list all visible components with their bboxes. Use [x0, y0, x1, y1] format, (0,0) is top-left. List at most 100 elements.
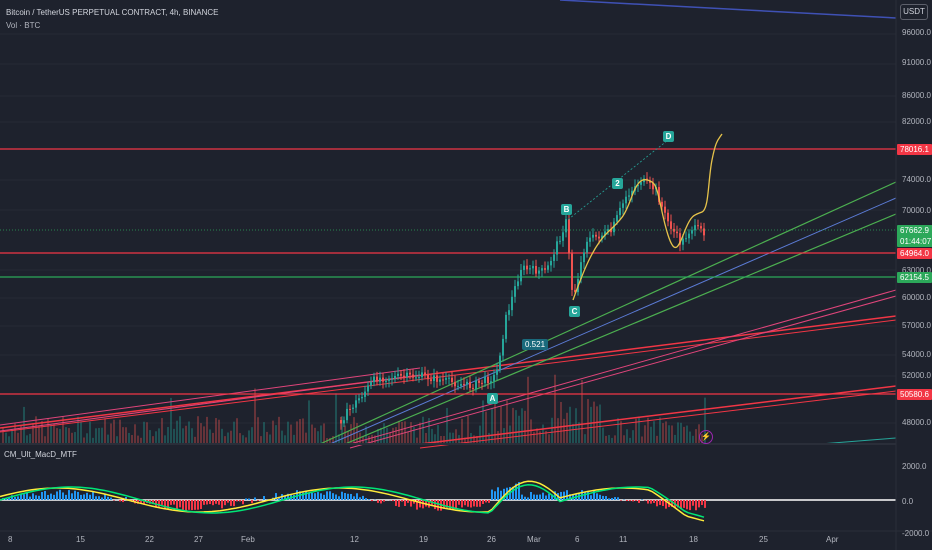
volume-bar: [62, 416, 64, 444]
candle-body: [355, 400, 357, 408]
volume-bar: [638, 416, 640, 444]
histogram-bar: [344, 493, 346, 500]
histogram-bar: [194, 500, 196, 510]
histogram-bar: [530, 492, 532, 500]
volume-bar: [407, 431, 409, 444]
indicator-axis-label: -2000.0: [902, 529, 930, 538]
volume-bar: [446, 407, 448, 444]
volume-bar: [422, 416, 424, 444]
volume-bar: [578, 422, 580, 444]
volume-bar: [503, 428, 505, 444]
volume-bar: [155, 431, 157, 444]
candle-body: [532, 266, 534, 269]
volume-bar: [548, 434, 550, 444]
candle-body: [664, 206, 666, 213]
price-label: 70000.0: [902, 206, 931, 215]
histogram-bar: [680, 500, 682, 510]
indicator-title[interactable]: CM_Ult_MacD_MTF: [4, 450, 77, 459]
candle-body: [589, 237, 591, 242]
wave-label-2[interactable]: 2: [612, 178, 623, 189]
lightning-icon[interactable]: ⚡: [699, 430, 713, 444]
volume-bar: [125, 427, 127, 444]
wave-label-c[interactable]: C: [569, 306, 580, 317]
volume-bar: [158, 428, 160, 444]
volume-bar: [41, 420, 43, 444]
volume-bar: [245, 437, 247, 444]
volume-bar: [575, 408, 577, 444]
candle-body: [631, 190, 633, 196]
histogram-bar: [533, 494, 535, 500]
histogram-bar: [434, 500, 436, 510]
candle-body: [433, 375, 435, 382]
volume-bar: [233, 421, 235, 444]
histogram-bar: [8, 497, 10, 500]
volume-bar: [215, 418, 217, 444]
volume-bar: [113, 419, 115, 444]
histogram-bar: [236, 500, 238, 502]
volume-bar: [401, 421, 403, 444]
candle-body: [487, 376, 489, 384]
fib-ratio-label[interactable]: 0.521: [522, 339, 549, 350]
candle-body: [505, 314, 507, 339]
volume-bar: [566, 412, 568, 444]
histogram-bar: [467, 500, 469, 507]
candle-body: [667, 212, 669, 222]
volume-bar: [551, 417, 553, 444]
candle-body: [451, 377, 453, 383]
volume-bar: [92, 437, 94, 444]
candle-body: [484, 376, 486, 384]
wave-label-d[interactable]: D: [663, 131, 674, 142]
volume-bar: [620, 421, 622, 444]
histogram-bar: [569, 494, 571, 500]
volume-bar: [269, 434, 271, 444]
wave-label-b[interactable]: B: [561, 204, 572, 215]
volume-bar: [302, 418, 304, 444]
histogram-bar: [338, 496, 340, 500]
volume-bar: [143, 421, 145, 444]
histogram-bar: [704, 500, 706, 508]
histogram-bar: [686, 500, 688, 510]
volume-bar: [674, 434, 676, 444]
histogram-bar: [110, 497, 112, 500]
volume-bar: [122, 427, 124, 444]
volume-bar: [251, 427, 253, 444]
candle-body: [469, 381, 471, 388]
volume-bar: [11, 428, 13, 444]
volume-bar: [530, 419, 532, 444]
histogram-bar: [158, 500, 160, 507]
histogram-bar: [50, 493, 52, 500]
volume-bar: [491, 407, 493, 444]
symbol-legend: Bitcoin / TetherUS PERPETUAL CONTRACT, 4…: [6, 6, 219, 32]
volume-bar: [131, 434, 133, 444]
volume-bar: [212, 432, 214, 444]
candle-body: [457, 385, 459, 387]
volume-bar: [116, 436, 118, 444]
candle-body: [517, 281, 519, 287]
volume-bar: [50, 424, 52, 444]
indicator-axis-label: 2000.0: [902, 462, 927, 471]
histogram-bar: [17, 496, 19, 500]
histogram-bar: [359, 497, 361, 500]
candle-body: [697, 225, 699, 227]
volume-bar: [704, 397, 706, 444]
volume-bar: [428, 418, 430, 444]
volume-bar: [479, 425, 481, 444]
histogram-bar: [545, 495, 547, 500]
histogram-bar: [608, 498, 610, 500]
volume-bar: [668, 425, 670, 444]
volume-bar: [206, 416, 208, 444]
volume-bar: [323, 423, 325, 444]
volume-bar: [554, 374, 556, 444]
volume-bar: [476, 435, 478, 444]
volume-bar: [137, 435, 139, 444]
histogram-bar: [65, 494, 67, 500]
volume-bar: [452, 432, 454, 444]
volume-bar: [224, 436, 226, 444]
volume-bar: [14, 423, 16, 444]
candle-body: [604, 231, 606, 236]
volume-bar: [386, 427, 388, 444]
histogram-bar: [416, 500, 418, 510]
wave-label-a[interactable]: A: [487, 393, 498, 404]
currency-selector[interactable]: USDT: [900, 4, 928, 20]
